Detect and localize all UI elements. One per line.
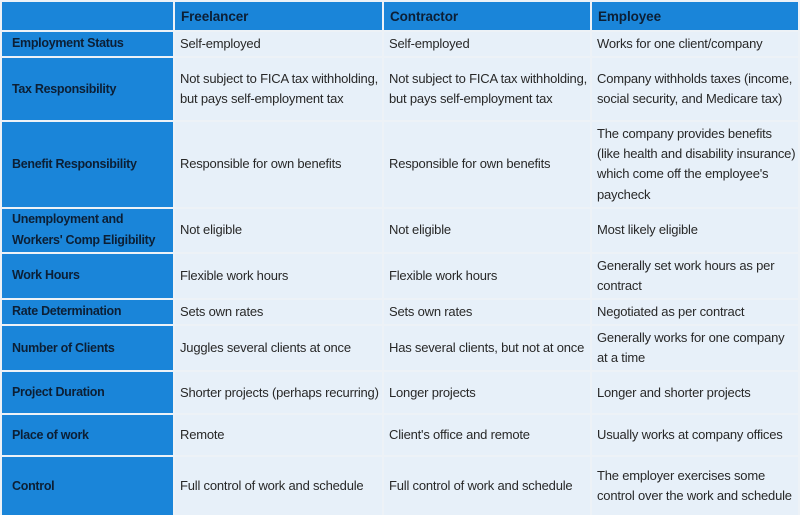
table-cell: Responsible for own benefits	[384, 122, 590, 207]
table-row: Work Hours Flexible work hours Flexible wo…	[2, 253, 798, 298]
table-cell: Flexible work hours	[384, 253, 590, 298]
table-cell: The employer exercises some control over…	[592, 457, 798, 515]
table-cell: Juggles several clients at once	[175, 326, 382, 371]
column-header: Employee	[592, 2, 798, 30]
table-cell: Full control of work and schedule	[175, 457, 382, 515]
table-cell: Not eligible	[384, 208, 590, 252]
table-cell: Remote	[175, 415, 382, 456]
table-row: Rate Determination Sets own rates Sets own…	[2, 299, 798, 325]
table-row: Employment Status Self-employed Self-emplo…	[2, 32, 798, 57]
row-label: Employment Status	[2, 32, 173, 57]
corner-cell	[2, 2, 173, 30]
table-cell: Has several clients, but not at once	[384, 326, 590, 371]
table-cell: Responsible for own benefits	[175, 122, 382, 207]
column-header: Freelancer	[175, 2, 382, 30]
table-cell: Client's office and remote	[384, 415, 590, 456]
table-cell: Sets own rates	[175, 299, 382, 325]
row-label: Rate Determination	[2, 299, 173, 325]
table-cell: Not subject to FICA tax withholding, but…	[384, 58, 590, 121]
table-row: Benefit Responsibility Responsible for ow…	[2, 122, 798, 207]
table-cell: Negotiated as per contract	[592, 299, 798, 325]
table-body: Employment Status Self-employed Self-emplo…	[2, 32, 798, 515]
row-label: Project Duration	[2, 372, 173, 414]
row-label: Place of work	[2, 415, 173, 456]
table-row: Place of work Remote Client's office and r…	[2, 415, 798, 456]
table-cell: Generally set work hours as per contract	[592, 253, 798, 298]
table-cell: Self-employed	[175, 32, 382, 57]
table-cell: Flexible work hours	[175, 253, 382, 298]
table-cell: Longer and shorter projects	[592, 372, 798, 414]
table-cell: Sets own rates	[384, 299, 590, 325]
row-label: Work Hours	[2, 253, 173, 298]
table-cell: Not subject to FICA tax withholding, but…	[175, 58, 382, 121]
column-header: Contractor	[384, 2, 590, 30]
table-cell: Not eligible	[175, 208, 382, 252]
row-label: Control	[2, 457, 173, 515]
table-row: Number of Clients Juggles several clients…	[2, 326, 798, 371]
table-header: Freelancer Contractor Employee	[2, 2, 798, 30]
table-cell: Usually works at company offices	[592, 415, 798, 456]
row-label: Benefit Responsibility	[2, 122, 173, 207]
table-row: Tax Responsibility Not subject to FICA ta…	[2, 58, 798, 121]
table-cell: The company provides benefits (like heal…	[592, 122, 798, 207]
table-cell: Longer projects	[384, 372, 590, 414]
table-cell: Shorter projects (perhaps recurring)	[175, 372, 382, 414]
row-label: Number of Clients	[2, 326, 173, 371]
header-row: Freelancer Contractor Employee	[2, 2, 798, 30]
table-row: Project Duration Shorter projects (perhap…	[2, 372, 798, 414]
row-label: Tax Responsibility	[2, 58, 173, 121]
table-cell: Self-employed	[384, 32, 590, 57]
row-label: Unemployment and Workers' Comp Eligibili…	[2, 208, 173, 252]
table-cell: Company withholds taxes (income, social …	[592, 58, 798, 121]
table-cell: Generally works for one company at a tim…	[592, 326, 798, 371]
table-cell: Full control of work and schedule	[384, 457, 590, 515]
table-row: Unemployment and Workers' Comp Eligibili…	[2, 208, 798, 252]
table-cell: Works for one client/company	[592, 32, 798, 57]
table-row: Control Full control of work and schedule…	[2, 457, 798, 515]
table-cell: Most likely eligible	[592, 208, 798, 252]
